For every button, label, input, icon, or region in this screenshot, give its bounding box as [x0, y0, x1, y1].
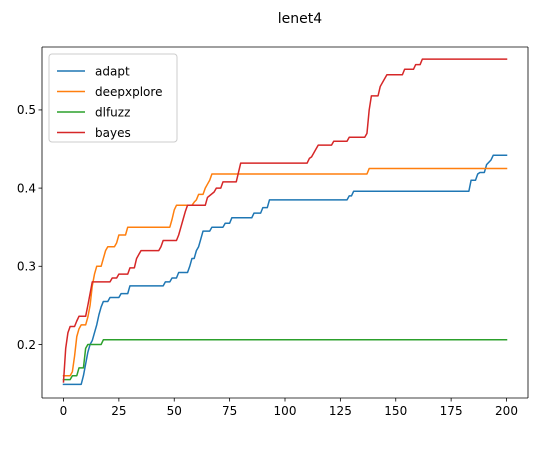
- legend-box: [48, 53, 178, 143]
- legend-label-bayes: bayes: [95, 126, 131, 140]
- series-line-dlfuzz: [62, 339, 508, 381]
- x-axis: 0 25 50 75 100 125 150 175 200: [60, 398, 518, 418]
- y-tick-label: 0.4: [17, 181, 36, 195]
- series-line-adapt: [62, 154, 508, 386]
- series-group: [62, 58, 508, 386]
- x-tick-label: 50: [167, 404, 182, 418]
- legend-label-dlfuzz: dlfuzz: [95, 105, 130, 119]
- series-line-deepxplore: [62, 167, 508, 377]
- y-axis: 0.2 0.3 0.4 0.5: [17, 103, 42, 352]
- x-tick-label: 25: [111, 404, 126, 418]
- y-tick-label: 0.2: [17, 338, 36, 352]
- legend-label-deepxplore: deepxplore: [95, 85, 162, 99]
- x-tick-label: 175: [440, 404, 463, 418]
- x-tick-label: 200: [495, 404, 518, 418]
- x-tick-label: 75: [222, 404, 237, 418]
- legend: adapt deepxplore dlfuzz bayes: [48, 53, 178, 143]
- y-tick-label: 0.5: [17, 103, 36, 117]
- x-tick-label: 150: [384, 404, 407, 418]
- series-line-bayes: [62, 58, 508, 383]
- chart-title: lenet4: [278, 11, 322, 27]
- y-tick-label: 0.3: [17, 260, 36, 274]
- x-tick-label: 125: [329, 404, 352, 418]
- legend-label-adapt: adapt: [95, 64, 130, 78]
- x-tick-label: 100: [274, 404, 297, 418]
- x-tick-label: 0: [60, 404, 68, 418]
